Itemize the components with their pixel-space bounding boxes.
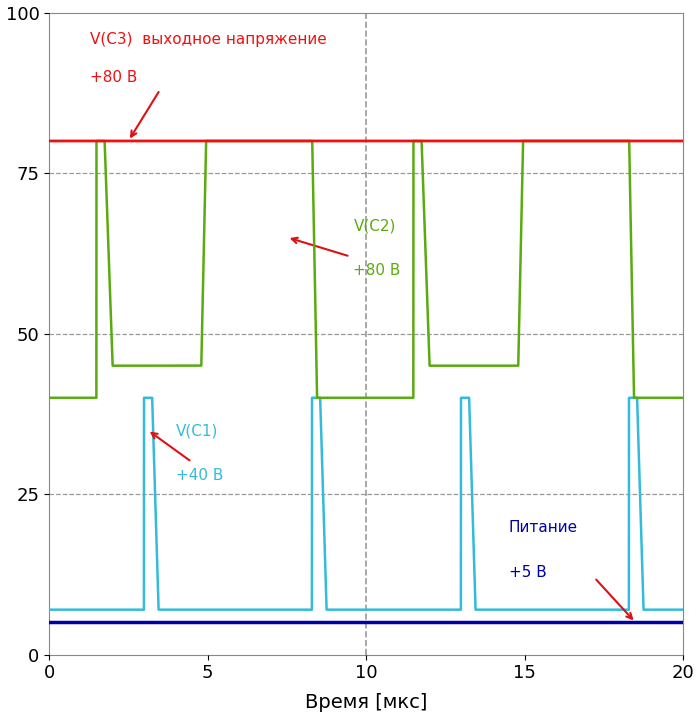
X-axis label: Время [мкс]: Время [мкс] [305, 694, 427, 712]
Text: V(C2): V(C2) [354, 218, 395, 233]
Text: +40 В: +40 В [176, 468, 223, 483]
Text: +80 В: +80 В [354, 263, 401, 278]
Text: Питание: Питание [509, 520, 578, 535]
Text: V(C3)  выходное напряжение: V(C3) выходное напряжение [90, 32, 327, 47]
Text: V(C1): V(C1) [176, 424, 218, 439]
Text: +80 В: +80 В [90, 70, 138, 85]
Text: +5 В: +5 В [509, 565, 547, 579]
